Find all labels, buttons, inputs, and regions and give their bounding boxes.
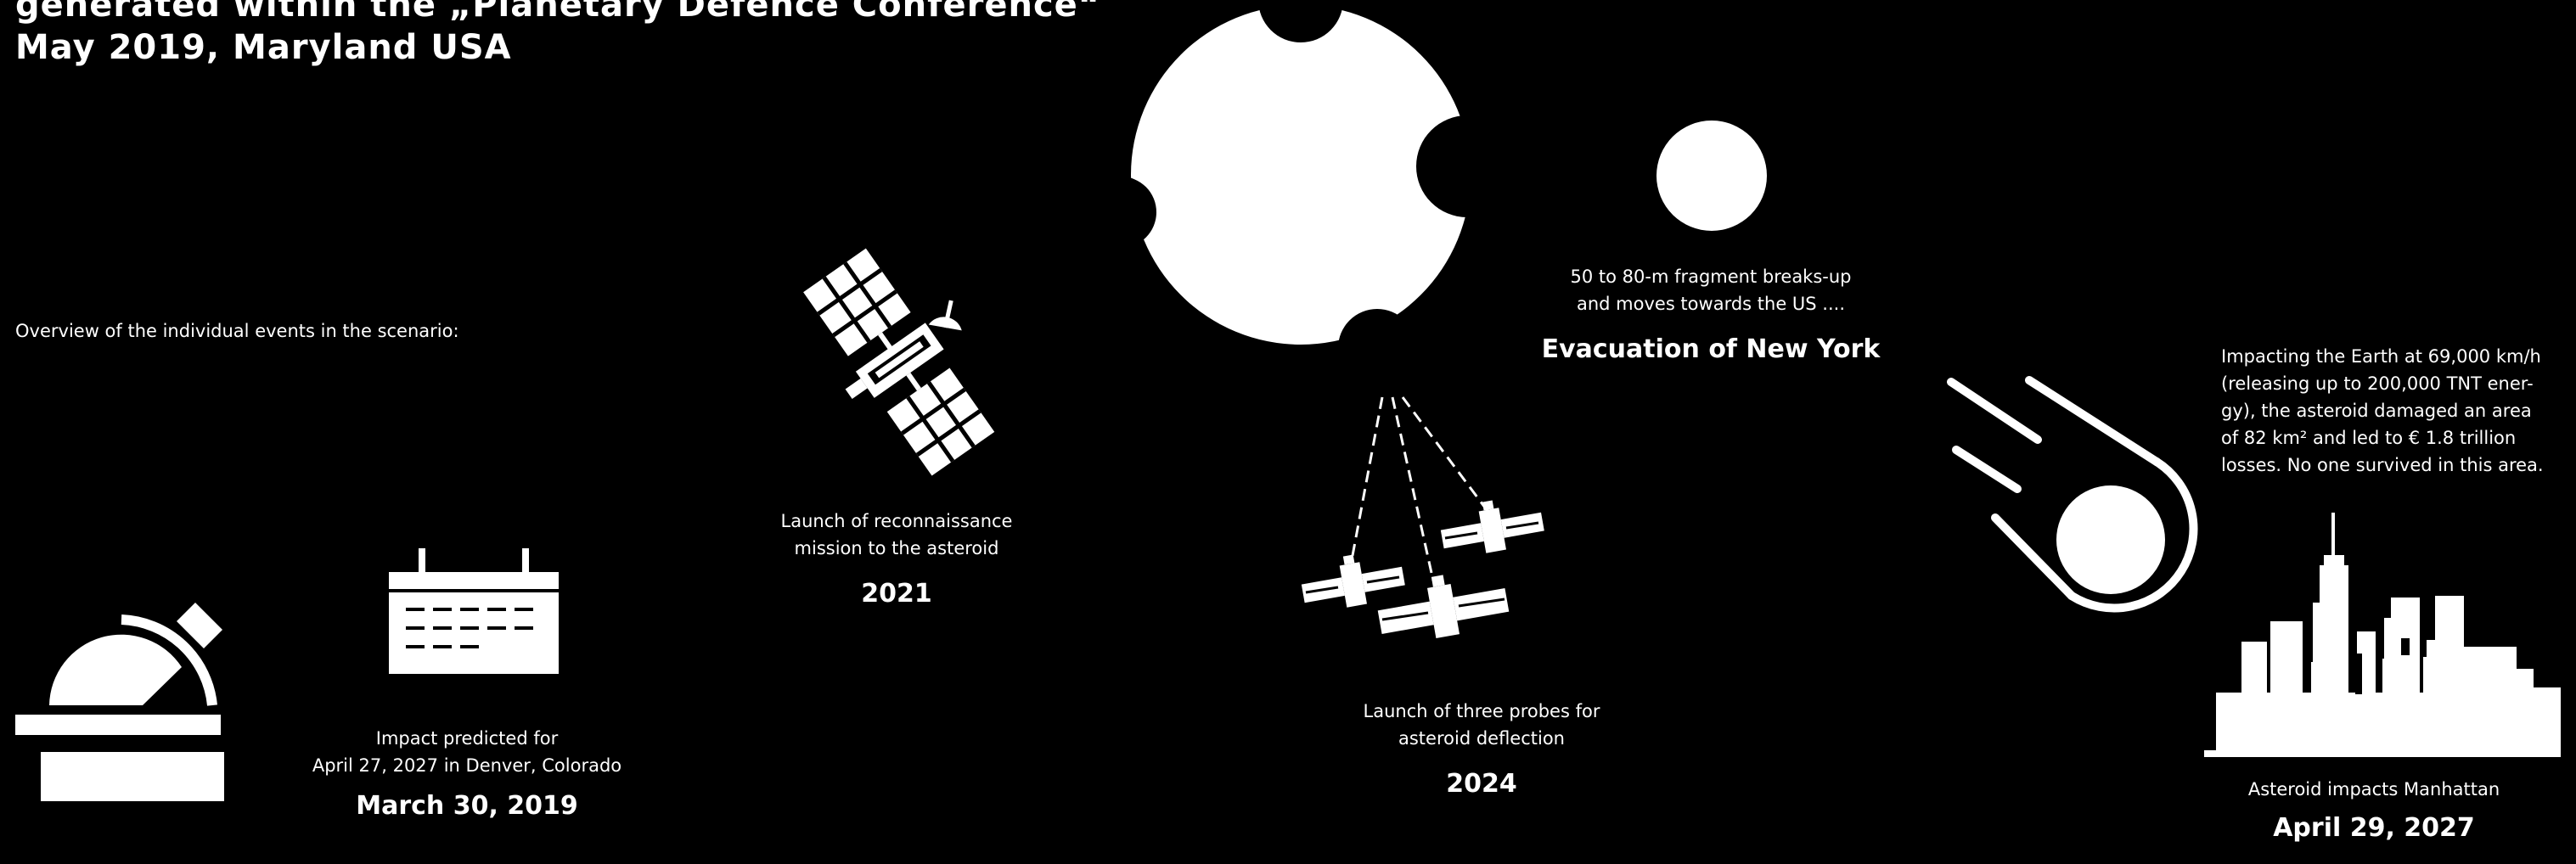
fragment-icon: [1656, 121, 1767, 231]
event-date: 2021: [861, 579, 932, 609]
caption-line: Launch of reconnaissance: [780, 511, 1013, 531]
event-date: 2024: [1446, 769, 1517, 799]
impact-line: of 82 km² and led to € 1.8 trillion: [2221, 428, 2517, 448]
manhattan-skyline-icon: [2204, 513, 2561, 757]
satellite-icon: [803, 248, 995, 476]
event-caption: Launch of reconnaissance mission to the …: [752, 508, 1041, 562]
calendar-icon: [389, 548, 559, 674]
event-caption: Impact predicted for April 27, 2027 in D…: [289, 725, 645, 779]
caption-line: mission to the asteroid: [794, 538, 999, 558]
page-title-line-1: generated within the „Planetary Defence …: [15, 0, 1102, 25]
caption-line: Impact predicted for: [375, 728, 559, 749]
caption-line: asteroid deflection: [1398, 728, 1565, 749]
event-impact: Asteroid impacts Manhattan April 29, 202…: [2204, 776, 2544, 845]
impact-description: Impacting the Earth at 69,000 km/h (rele…: [2221, 343, 2544, 479]
caption-line: April 27, 2027 in Denver, Colorado: [312, 755, 622, 776]
event-caption: Asteroid impacts Manhattan: [2204, 776, 2544, 803]
impact-line: (releasing up to 200,000 TNT ener-: [2221, 373, 2534, 394]
intro-text: Overview of the individual events in the…: [15, 321, 459, 341]
event-probes: Launch of three probes for asteroid defl…: [1329, 698, 1634, 801]
event-reconnaissance: Launch of reconnaissance mission to the …: [752, 508, 1041, 611]
caption-line: Launch of three probes for: [1363, 701, 1600, 721]
observatory-icon: [15, 603, 224, 801]
asteroid-icon: [1085, 0, 1518, 387]
event-fragment: 50 to 80-m fragment breaks-up and moves …: [1537, 263, 1885, 367]
caption-line: and moves towards the US ....: [1576, 294, 1845, 314]
event-caption: Launch of three probes for asteroid defl…: [1329, 698, 1634, 752]
caption-line: Asteroid impacts Manhattan: [2247, 779, 2500, 799]
event-prediction: Impact predicted for April 27, 2027 in D…: [289, 725, 645, 823]
impact-line: Impacting the Earth at 69,000 km/h: [2221, 346, 2541, 367]
event-date: April 29, 2027: [2273, 813, 2475, 843]
impact-line: losses. No one survived in this area.: [2221, 455, 2544, 475]
page-title-line-2: May 2019, Maryland USA: [15, 28, 512, 67]
event-headline: Evacuation of New York: [1541, 334, 1881, 364]
event-caption: 50 to 80-m fragment breaks-up and moves …: [1537, 263, 1885, 317]
meteor-icon: [1947, 376, 2198, 613]
caption-line: 50 to 80-m fragment breaks-up: [1570, 266, 1852, 287]
impact-line: gy), the asteroid damaged an area: [2221, 401, 2532, 421]
event-date: March 30, 2019: [356, 791, 578, 821]
probe-satellites-icon: [1301, 396, 1544, 638]
